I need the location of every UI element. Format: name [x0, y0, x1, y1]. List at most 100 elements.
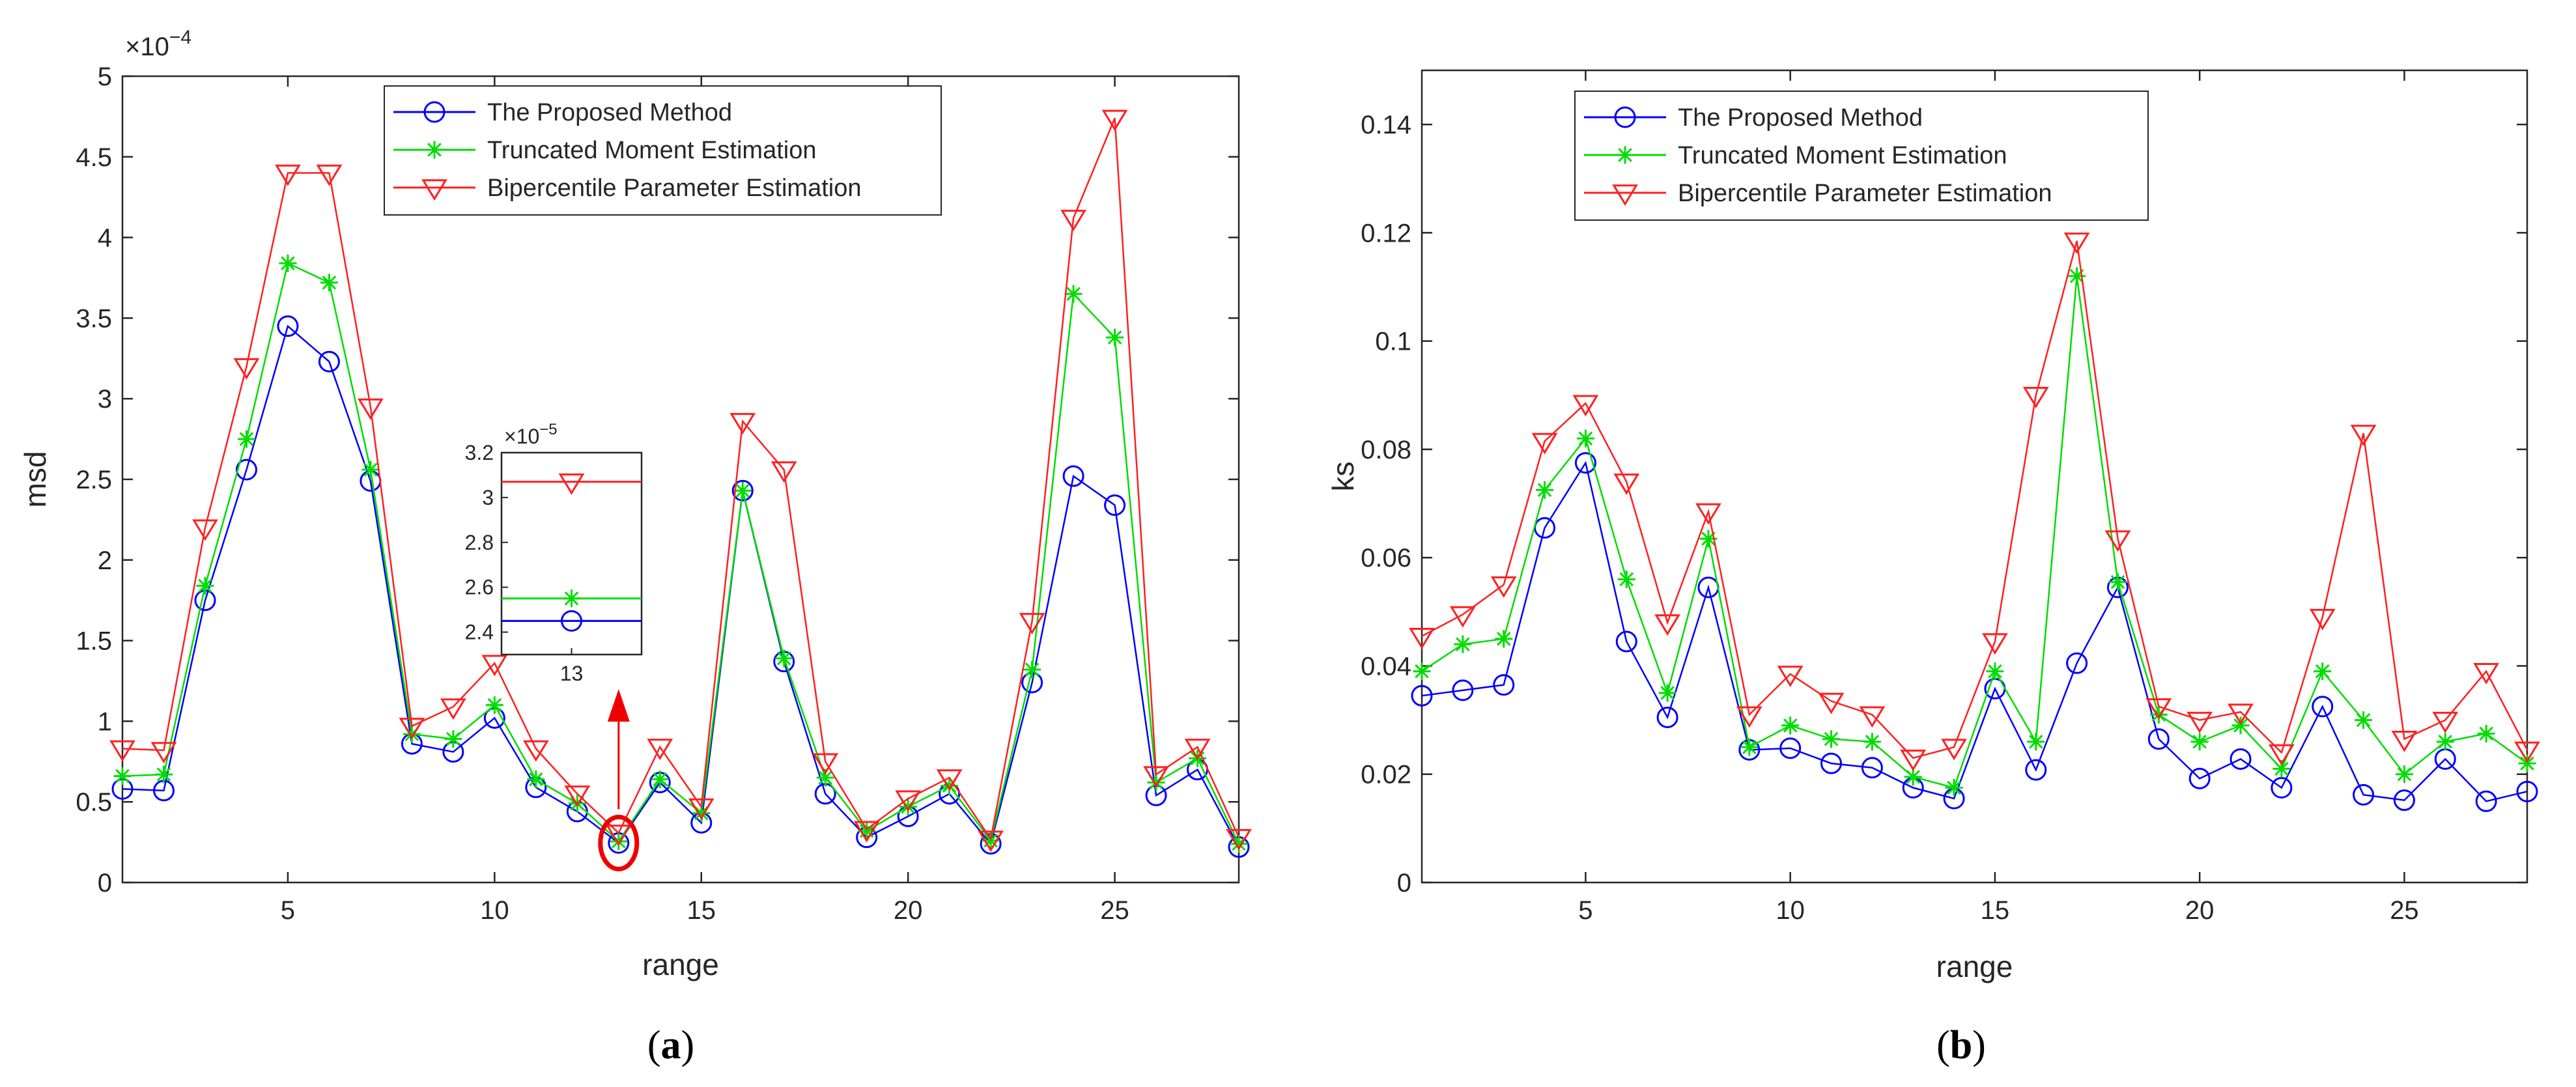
legend-marker [425, 141, 444, 159]
data-point [2147, 728, 2170, 750]
data-point [2514, 741, 2540, 763]
data-point [2391, 730, 2418, 752]
data-point [812, 753, 839, 775]
data-point [2477, 724, 2495, 742]
data-point [440, 698, 466, 720]
legend: The Proposed Method Truncated Moment Esti… [1574, 91, 2149, 221]
data-point [1617, 570, 1635, 588]
data-point [899, 798, 917, 816]
data-point [2188, 767, 2211, 789]
data-point [316, 164, 343, 186]
data-point [853, 821, 880, 843]
x-tick-label: 25 [2390, 896, 2419, 925]
y-tick-label: 5 [98, 63, 112, 91]
x-tick-label: 25 [1100, 896, 1129, 925]
legend-marker [1614, 106, 1636, 128]
data-point [1495, 630, 1513, 648]
inset-exponent: ×10−5 [504, 421, 558, 448]
data-point [2475, 790, 2497, 812]
data-point [1740, 738, 1759, 756]
data-point [1941, 739, 1967, 761]
y-tick-label: 0.14 [1361, 111, 1411, 139]
inset-y-tick-label: 2.4 [465, 621, 494, 644]
y-tick-label: 0.5 [76, 788, 112, 817]
data-point [1452, 679, 1474, 701]
chart-panel-a: 0 0.5 1 1.5 2 2.5 3 3.5 4 4.5 5 5 10 15 20 25 range msd ×1… [18, 27, 1252, 1067]
x-axis-label: range [1936, 950, 2013, 983]
data-point [1023, 660, 1041, 679]
data-point [2432, 711, 2459, 733]
data-point [1184, 739, 1211, 761]
data-point [1574, 452, 1596, 474]
y-axis-label: msd [18, 451, 52, 508]
y-tick-label: 0 [98, 869, 112, 897]
data-point [2516, 780, 2538, 802]
data-point [1982, 633, 2008, 655]
data-point [1106, 328, 1124, 346]
data-point [1019, 613, 1045, 635]
data-point [1736, 706, 1762, 728]
series-proposed-method [1411, 452, 2538, 812]
y-tick-label: 0.1 [1375, 328, 1411, 356]
data-point [444, 730, 462, 748]
data-point [982, 832, 1000, 850]
y-tick-label: 3 [98, 385, 112, 414]
inset-data-point [561, 610, 582, 632]
data-point [1654, 614, 1681, 636]
inset-plot-area [500, 451, 643, 656]
data-point [1904, 768, 1922, 786]
data-point [771, 461, 797, 483]
series-bipercentile [109, 109, 1252, 853]
data-point [109, 740, 135, 762]
data-point [150, 742, 177, 764]
series-line [122, 117, 1240, 841]
data-point [733, 481, 752, 500]
data-point [978, 830, 1004, 853]
x-axis-label: range [642, 948, 719, 981]
data-point [2272, 759, 2291, 778]
data-point [2190, 733, 2209, 751]
data-point [692, 804, 711, 823]
inset-data-point [558, 473, 585, 495]
data-point [1658, 684, 1677, 702]
data-point [1062, 465, 1084, 487]
data-point [2350, 425, 2377, 447]
data-point [2068, 267, 2086, 285]
y-tick-label: 1 [98, 707, 112, 736]
series-line [122, 262, 1240, 845]
data-point [1064, 285, 1083, 303]
data-point [775, 649, 793, 668]
x-tick-label: 15 [686, 896, 716, 925]
data-point [154, 765, 173, 783]
data-point [2314, 662, 2332, 681]
figure-caption: (b) [1936, 1023, 1986, 1067]
data-point [1859, 706, 1886, 728]
data-point [2022, 387, 2049, 408]
data-point [1986, 662, 2004, 681]
series-line [1421, 460, 2528, 802]
y-tick-label: 4 [98, 224, 112, 253]
data-point [1147, 773, 1165, 791]
data-point [2187, 711, 2213, 733]
inset-x-tick-label: 13 [560, 662, 584, 685]
data-point [729, 413, 756, 435]
y-tick-label: 0.04 [1361, 652, 1411, 681]
x-tick-label: 15 [1981, 896, 2010, 925]
series-line [1421, 275, 2528, 789]
data-point [731, 479, 754, 501]
inset-y-tick-label: 2.8 [465, 531, 494, 554]
data-point [113, 767, 132, 785]
data-point [2395, 765, 2413, 783]
data-point [1863, 733, 1881, 751]
inset-data-point [563, 589, 580, 608]
legend-entry: Truncated Moment Estimation [1678, 142, 2007, 169]
y-tick-label: 0.08 [1361, 436, 1411, 464]
data-point [1945, 779, 1963, 797]
data-point [318, 350, 340, 373]
y-tick-label: 3.5 [76, 304, 112, 333]
data-point [1536, 481, 1554, 499]
series-proposed-method [111, 315, 1250, 858]
y-tick-label: 2 [98, 546, 112, 575]
legend-marker [1616, 146, 1634, 164]
data-point [2145, 698, 2172, 720]
